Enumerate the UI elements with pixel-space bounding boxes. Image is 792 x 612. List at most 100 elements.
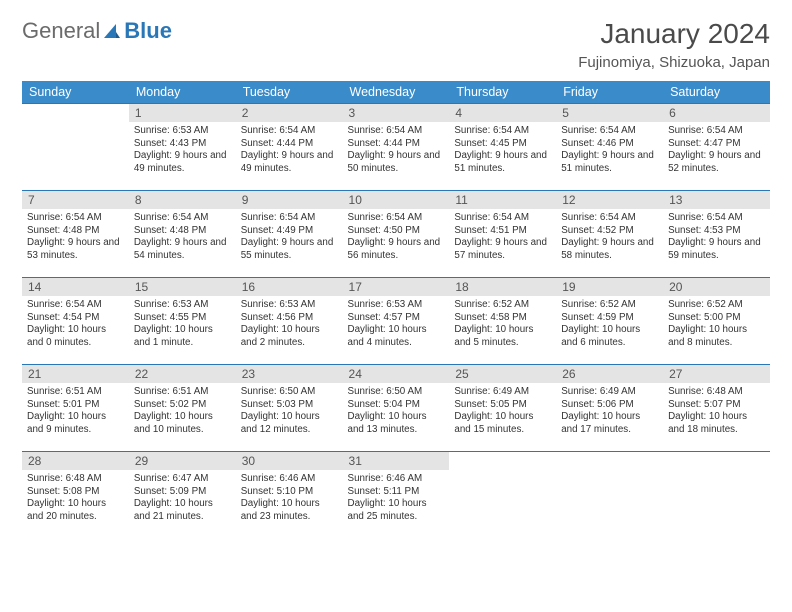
sunrise-line: Sunrise: 6:52 AM bbox=[668, 299, 765, 312]
sunset-line: Sunset: 4:44 PM bbox=[348, 138, 445, 151]
sunset-line: Sunset: 5:10 PM bbox=[241, 486, 338, 499]
day-cell: 5Sunrise: 6:54 AMSunset: 4:46 PMDaylight… bbox=[556, 104, 663, 191]
sunset-line: Sunset: 4:59 PM bbox=[561, 312, 658, 325]
day-number: 14 bbox=[22, 278, 129, 296]
sunset-line: Sunset: 4:50 PM bbox=[348, 225, 445, 238]
day-cell: 20Sunrise: 6:52 AMSunset: 5:00 PMDayligh… bbox=[663, 278, 770, 365]
title-block: January 2024 Fujinomiya, Shizuoka, Japan bbox=[578, 18, 770, 71]
day-number: 17 bbox=[343, 278, 450, 296]
day-number: 25 bbox=[449, 365, 556, 383]
day-cell: 10Sunrise: 6:54 AMSunset: 4:50 PMDayligh… bbox=[343, 191, 450, 278]
day-details: Sunrise: 6:54 AMSunset: 4:45 PMDaylight:… bbox=[449, 122, 556, 177]
daylight-line: Daylight: 9 hours and 54 minutes. bbox=[134, 237, 231, 262]
sunset-line: Sunset: 4:47 PM bbox=[668, 138, 765, 151]
sunset-line: Sunset: 4:49 PM bbox=[241, 225, 338, 238]
day-details: Sunrise: 6:54 AMSunset: 4:50 PMDaylight:… bbox=[343, 209, 450, 264]
day-number: 4 bbox=[449, 104, 556, 122]
day-number: 31 bbox=[343, 452, 450, 470]
sunrise-line: Sunrise: 6:46 AM bbox=[241, 473, 338, 486]
sunrise-line: Sunrise: 6:54 AM bbox=[241, 212, 338, 225]
day-cell: 3Sunrise: 6:54 AMSunset: 4:44 PMDaylight… bbox=[343, 104, 450, 191]
daylight-line: Daylight: 10 hours and 5 minutes. bbox=[454, 324, 551, 349]
location-text: Fujinomiya, Shizuoka, Japan bbox=[578, 54, 770, 71]
sunset-line: Sunset: 5:02 PM bbox=[134, 399, 231, 412]
daylight-line: Daylight: 9 hours and 56 minutes. bbox=[348, 237, 445, 262]
day-cell: 27Sunrise: 6:48 AMSunset: 5:07 PMDayligh… bbox=[663, 365, 770, 452]
day-cell: 17Sunrise: 6:53 AMSunset: 4:57 PMDayligh… bbox=[343, 278, 450, 365]
sunset-line: Sunset: 4:57 PM bbox=[348, 312, 445, 325]
sunrise-line: Sunrise: 6:50 AM bbox=[348, 386, 445, 399]
daylight-line: Daylight: 10 hours and 23 minutes. bbox=[241, 498, 338, 523]
daylight-line: Daylight: 9 hours and 59 minutes. bbox=[668, 237, 765, 262]
day-details: Sunrise: 6:54 AMSunset: 4:44 PMDaylight:… bbox=[236, 122, 343, 177]
day-details: Sunrise: 6:53 AMSunset: 4:56 PMDaylight:… bbox=[236, 296, 343, 351]
day-details: Sunrise: 6:47 AMSunset: 5:09 PMDaylight:… bbox=[129, 470, 236, 525]
daylight-line: Daylight: 10 hours and 2 minutes. bbox=[241, 324, 338, 349]
day-cell: 7Sunrise: 6:54 AMSunset: 4:48 PMDaylight… bbox=[22, 191, 129, 278]
day-details: Sunrise: 6:54 AMSunset: 4:48 PMDaylight:… bbox=[129, 209, 236, 264]
sunrise-line: Sunrise: 6:54 AM bbox=[134, 212, 231, 225]
sunset-line: Sunset: 4:45 PM bbox=[454, 138, 551, 151]
sunset-line: Sunset: 4:53 PM bbox=[668, 225, 765, 238]
day-number: 12 bbox=[556, 191, 663, 209]
day-number: 8 bbox=[129, 191, 236, 209]
sunset-line: Sunset: 4:46 PM bbox=[561, 138, 658, 151]
day-cell: 6Sunrise: 6:54 AMSunset: 4:47 PMDaylight… bbox=[663, 104, 770, 191]
day-details: Sunrise: 6:54 AMSunset: 4:53 PMDaylight:… bbox=[663, 209, 770, 264]
week-row: 21Sunrise: 6:51 AMSunset: 5:01 PMDayligh… bbox=[22, 365, 770, 452]
day-details: Sunrise: 6:53 AMSunset: 4:43 PMDaylight:… bbox=[129, 122, 236, 177]
daylight-line: Daylight: 9 hours and 55 minutes. bbox=[241, 237, 338, 262]
day-number: 27 bbox=[663, 365, 770, 383]
sunset-line: Sunset: 4:48 PM bbox=[134, 225, 231, 238]
sunset-line: Sunset: 5:00 PM bbox=[668, 312, 765, 325]
sunrise-line: Sunrise: 6:50 AM bbox=[241, 386, 338, 399]
sunset-line: Sunset: 4:51 PM bbox=[454, 225, 551, 238]
sunrise-line: Sunrise: 6:54 AM bbox=[668, 125, 765, 138]
day-number: 24 bbox=[343, 365, 450, 383]
daylight-line: Daylight: 9 hours and 52 minutes. bbox=[668, 150, 765, 175]
sunset-line: Sunset: 5:06 PM bbox=[561, 399, 658, 412]
sunset-line: Sunset: 5:04 PM bbox=[348, 399, 445, 412]
daylight-line: Daylight: 9 hours and 49 minutes. bbox=[241, 150, 338, 175]
daylight-line: Daylight: 9 hours and 57 minutes. bbox=[454, 237, 551, 262]
sunrise-line: Sunrise: 6:53 AM bbox=[134, 299, 231, 312]
day-details: Sunrise: 6:50 AMSunset: 5:04 PMDaylight:… bbox=[343, 383, 450, 438]
day-details: Sunrise: 6:54 AMSunset: 4:52 PMDaylight:… bbox=[556, 209, 663, 264]
day-cell: 9Sunrise: 6:54 AMSunset: 4:49 PMDaylight… bbox=[236, 191, 343, 278]
sunrise-line: Sunrise: 6:46 AM bbox=[348, 473, 445, 486]
day-cell: 31Sunrise: 6:46 AMSunset: 5:11 PMDayligh… bbox=[343, 452, 450, 539]
day-details: Sunrise: 6:46 AMSunset: 5:11 PMDaylight:… bbox=[343, 470, 450, 525]
day-cell: . bbox=[556, 452, 663, 539]
daylight-line: Daylight: 10 hours and 21 minutes. bbox=[134, 498, 231, 523]
daylight-line: Daylight: 10 hours and 15 minutes. bbox=[454, 411, 551, 436]
daylight-line: Daylight: 10 hours and 17 minutes. bbox=[561, 411, 658, 436]
day-number: 7 bbox=[22, 191, 129, 209]
logo: General Blue bbox=[22, 18, 172, 44]
day-cell: 23Sunrise: 6:50 AMSunset: 5:03 PMDayligh… bbox=[236, 365, 343, 452]
day-cell: 11Sunrise: 6:54 AMSunset: 4:51 PMDayligh… bbox=[449, 191, 556, 278]
sunrise-line: Sunrise: 6:51 AM bbox=[134, 386, 231, 399]
sunset-line: Sunset: 5:08 PM bbox=[27, 486, 124, 499]
sunrise-line: Sunrise: 6:51 AM bbox=[27, 386, 124, 399]
sunrise-line: Sunrise: 6:52 AM bbox=[454, 299, 551, 312]
daylight-line: Daylight: 9 hours and 50 minutes. bbox=[348, 150, 445, 175]
sunset-line: Sunset: 4:55 PM bbox=[134, 312, 231, 325]
dow-sun: Sunday bbox=[22, 81, 129, 104]
day-details: Sunrise: 6:54 AMSunset: 4:51 PMDaylight:… bbox=[449, 209, 556, 264]
daylight-line: Daylight: 10 hours and 6 minutes. bbox=[561, 324, 658, 349]
day-details: Sunrise: 6:50 AMSunset: 5:03 PMDaylight:… bbox=[236, 383, 343, 438]
sunrise-line: Sunrise: 6:52 AM bbox=[561, 299, 658, 312]
day-number: 18 bbox=[449, 278, 556, 296]
week-row: 28Sunrise: 6:48 AMSunset: 5:08 PMDayligh… bbox=[22, 452, 770, 539]
sunset-line: Sunset: 5:07 PM bbox=[668, 399, 765, 412]
sunrise-line: Sunrise: 6:49 AM bbox=[561, 386, 658, 399]
daylight-line: Daylight: 9 hours and 49 minutes. bbox=[134, 150, 231, 175]
day-details: Sunrise: 6:46 AMSunset: 5:10 PMDaylight:… bbox=[236, 470, 343, 525]
logo-text-general: General bbox=[22, 18, 100, 44]
day-cell: . bbox=[449, 452, 556, 539]
day-number: 28 bbox=[22, 452, 129, 470]
day-details: Sunrise: 6:54 AMSunset: 4:48 PMDaylight:… bbox=[22, 209, 129, 264]
day-cell: . bbox=[22, 104, 129, 191]
day-number: 10 bbox=[343, 191, 450, 209]
day-cell: 28Sunrise: 6:48 AMSunset: 5:08 PMDayligh… bbox=[22, 452, 129, 539]
